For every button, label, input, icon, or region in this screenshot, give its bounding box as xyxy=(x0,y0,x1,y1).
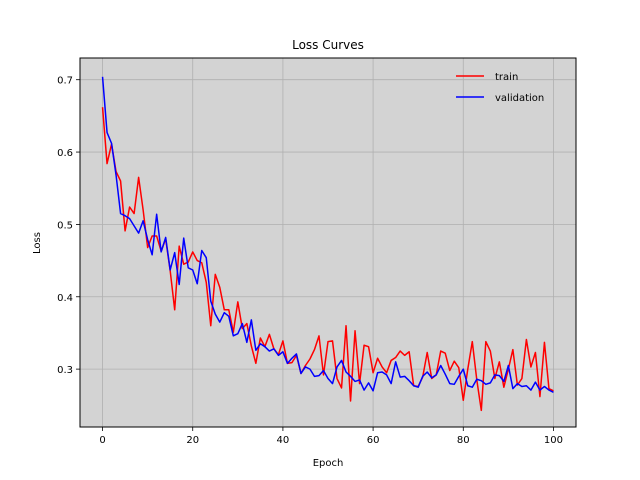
legend-label-train: train xyxy=(495,72,518,83)
x-tick-label: 40 xyxy=(277,435,290,446)
plot-frame xyxy=(79,57,577,428)
x-tick-label: 20 xyxy=(186,435,199,446)
x-tick-label: 100 xyxy=(544,435,563,446)
x-tick-label: 80 xyxy=(457,435,470,446)
legend-label-validation: validation xyxy=(495,93,544,104)
x-tick-label: 0 xyxy=(99,435,105,446)
y-tick-label: 0.4 xyxy=(57,293,73,304)
y-axis: 0.3 0.4 0.5 0.6 0.7 xyxy=(57,76,80,376)
y-tick-label: 0.3 xyxy=(57,365,73,376)
y-tick-label: 0.7 xyxy=(57,76,73,87)
chart-title: Loss Curves xyxy=(292,38,364,52)
x-axis: 0 20 40 60 80 100 xyxy=(99,427,563,446)
legend: train validation xyxy=(456,72,544,104)
y-tick-label: 0.5 xyxy=(57,220,73,231)
y-tick-label: 0.6 xyxy=(57,148,73,159)
x-axis-label: Epoch xyxy=(313,458,344,469)
series-line-validation xyxy=(101,76,554,393)
series-line-train xyxy=(101,107,554,412)
series-layer xyxy=(101,76,554,412)
x-tick-label: 60 xyxy=(367,435,380,446)
y-axis-label: Loss xyxy=(32,232,43,254)
